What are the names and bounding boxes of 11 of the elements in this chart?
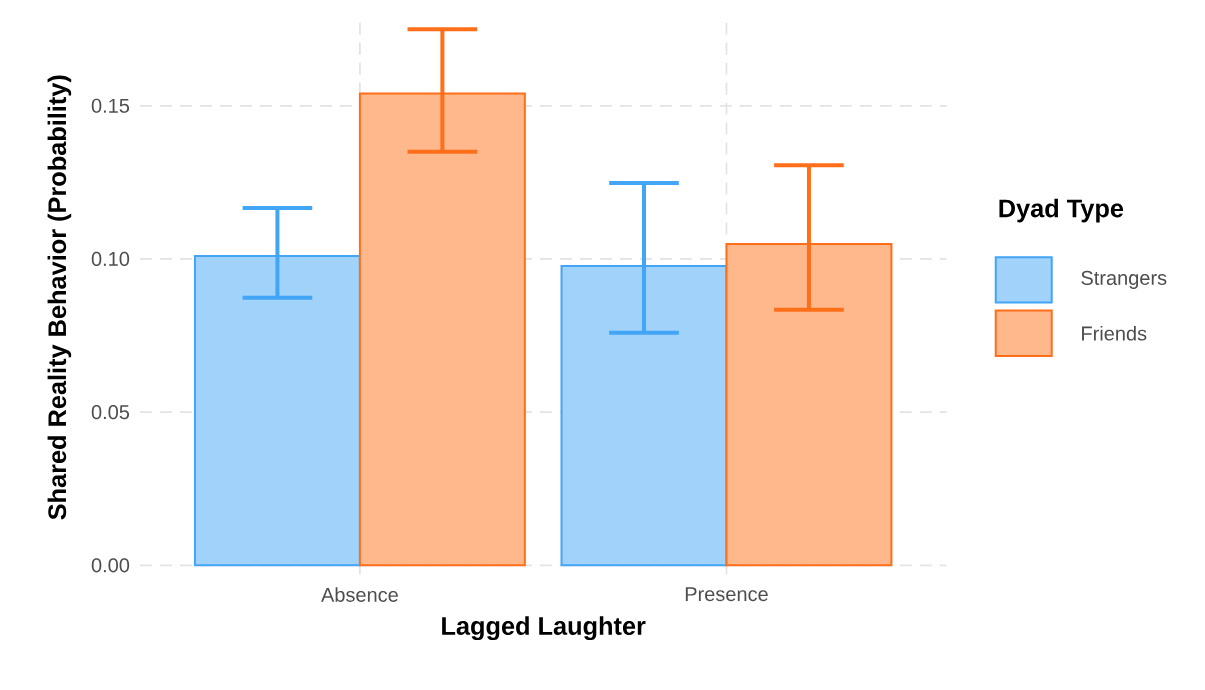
y-axis-title: Shared Reality Behavior (Probability) xyxy=(47,75,72,520)
y-tick-label: 0.00 xyxy=(91,557,130,573)
legend-title: Dyad Type xyxy=(999,198,1124,223)
y-tick-label: 0.15 xyxy=(91,98,130,113)
legend-label: Friends xyxy=(1082,325,1147,341)
x-axis-title: Lagged Laughter xyxy=(442,616,646,640)
legend-label: Strangers xyxy=(1081,270,1167,289)
x-tick-label: Absence xyxy=(321,586,398,602)
y-tick-label: 0.10 xyxy=(91,251,130,266)
y-tick-label: 0.05 xyxy=(91,404,130,419)
x-tick-label: Presence xyxy=(685,586,768,601)
